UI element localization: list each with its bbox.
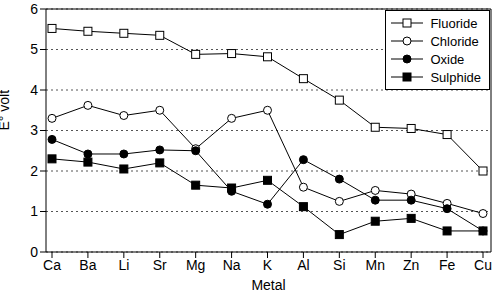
svg-text:5: 5: [30, 41, 38, 57]
svg-text:Ba: Ba: [79, 257, 96, 273]
svg-text:6: 6: [30, 1, 38, 17]
html-text:Oxide: Oxide: [430, 51, 465, 67]
svg-text:Ca: Ca: [43, 257, 61, 273]
svg-text:Fe: Fe: [439, 257, 456, 273]
svg-text:4: 4: [30, 82, 38, 98]
svg-text:3: 3: [30, 122, 38, 138]
svg-text:1: 1: [30, 203, 38, 219]
svg-text:Metal: Metal: [251, 277, 285, 293]
svg-text:2: 2: [30, 163, 38, 179]
html-text:Fluoride: Fluoride: [430, 15, 478, 31]
svg-text:Al: Al: [297, 257, 309, 273]
svg-text:Mn: Mn: [366, 257, 385, 273]
svg-text:Li: Li: [118, 257, 129, 273]
svg-text:Mg: Mg: [186, 257, 205, 273]
svg-text:Sr: Sr: [153, 257, 167, 273]
svg-text:Na: Na: [223, 257, 241, 273]
svg-text:Cu: Cu: [474, 257, 492, 273]
svg-text:K: K: [263, 257, 273, 273]
html-text:Chloride: Chloride: [430, 33, 479, 49]
html-text:Sulphide: Sulphide: [430, 69, 481, 85]
svg-text:E° volt: E° volt: [8, 90, 12, 131]
svg-text:Zn: Zn: [403, 257, 419, 273]
svg-text:Si: Si: [333, 257, 345, 273]
svg-text:0: 0: [30, 244, 38, 260]
